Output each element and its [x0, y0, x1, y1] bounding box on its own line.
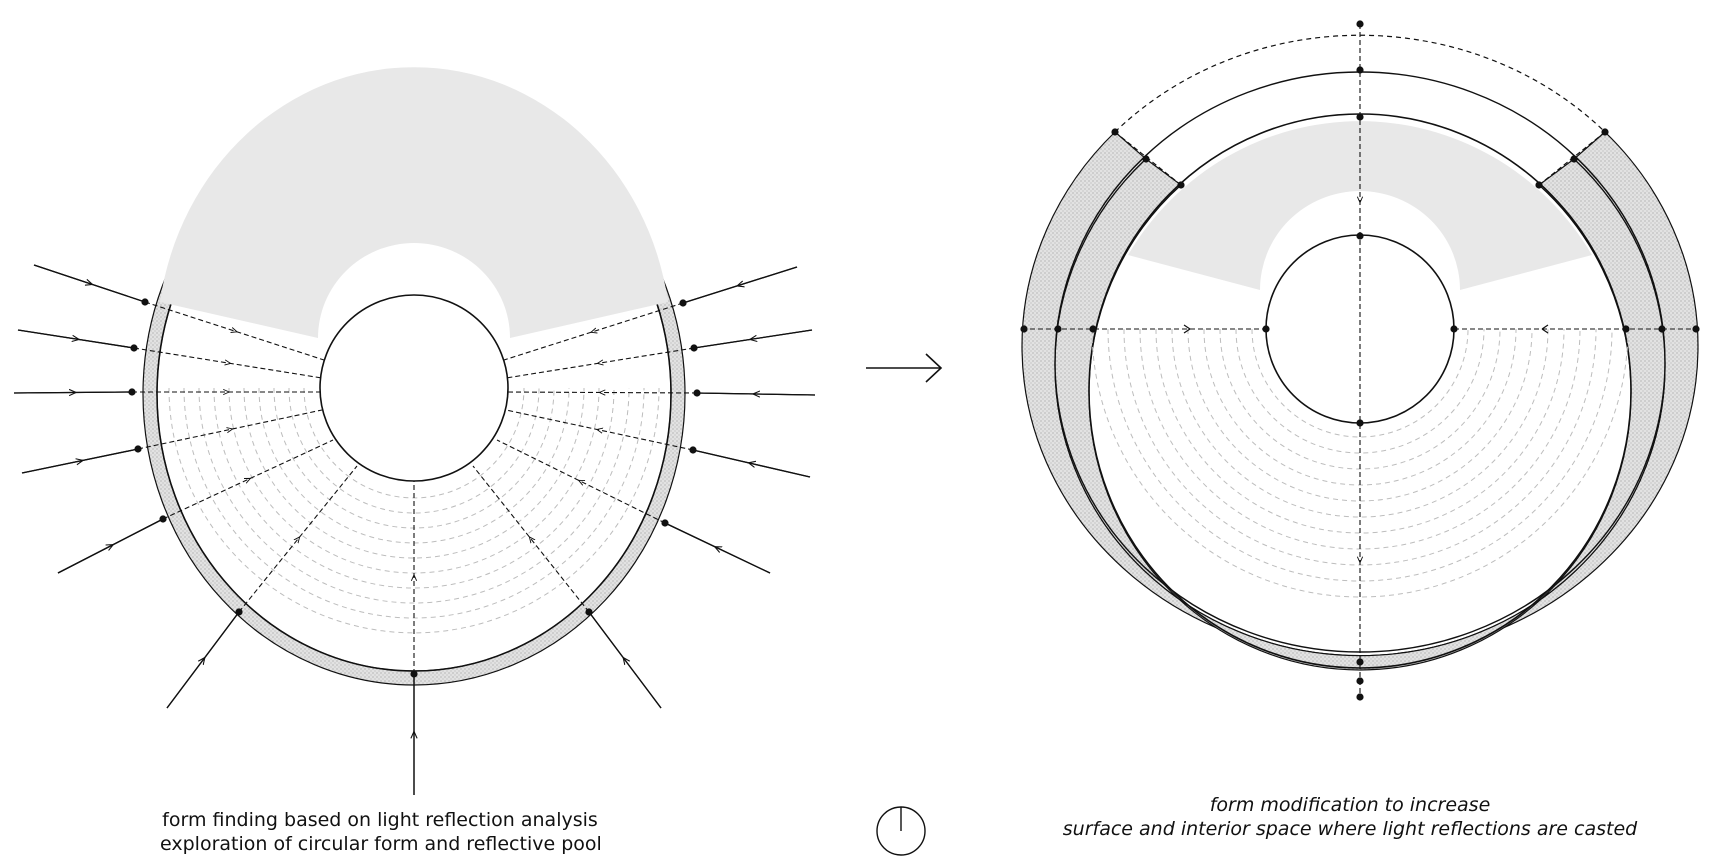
reflection-point	[141, 298, 149, 306]
guide-circle	[1107, 328, 1613, 582]
left-light-rays	[13, 264, 816, 795]
incoming-ray-arrow	[664, 522, 771, 574]
reflected-ray	[505, 409, 694, 451]
node-point	[1356, 677, 1364, 685]
node-point	[1089, 325, 1097, 333]
incoming-ray-arrow	[13, 392, 133, 393]
node-point	[1356, 113, 1364, 121]
incoming-ray-arrow	[696, 393, 816, 395]
reflection-point	[128, 388, 136, 396]
guide-circle	[1171, 328, 1549, 518]
incoming-ray-arrow	[166, 611, 240, 709]
node-point	[1356, 232, 1364, 240]
right-caption-line2: surface and interior space where light r…	[1062, 818, 1638, 840]
right-caption-line1: form modification to increase	[1209, 794, 1491, 816]
north-symbol-icon	[876, 806, 926, 856]
guide-circle	[213, 387, 615, 589]
node-point	[1535, 181, 1543, 189]
reflected-ray	[238, 465, 358, 613]
node-point	[1356, 20, 1364, 28]
left-central-pool	[319, 294, 509, 482]
reflected-ray	[133, 347, 323, 379]
incoming-ray-arrow	[588, 611, 662, 709]
left-caption-line1: form finding based on light reflection a…	[162, 809, 598, 831]
right-axes	[1020, 20, 1700, 701]
guide-circle	[288, 387, 540, 514]
incoming-ray-arrow	[682, 266, 798, 304]
reflected-ray	[162, 439, 334, 520]
node-point	[1177, 181, 1185, 189]
axis-arrow-left	[1183, 324, 1191, 334]
reflected-ray	[137, 409, 323, 450]
reflected-ray	[496, 439, 666, 524]
incoming-ray-arrow	[21, 448, 139, 474]
reflected-ray	[505, 347, 695, 379]
right-arrow-icon	[866, 353, 943, 383]
reflection-point	[690, 344, 698, 352]
node-point	[1658, 325, 1666, 333]
guide-circle	[198, 387, 630, 604]
guide-circle	[1251, 328, 1469, 438]
right-dashed-arc	[1114, 34, 1606, 133]
reflection-point	[661, 519, 669, 527]
left-caption: form finding based on light reflection a…	[160, 808, 602, 856]
node-point	[1356, 658, 1364, 666]
right-inner-wall	[1054, 158, 1666, 671]
reflection-point	[130, 344, 138, 352]
incoming-ray-arrow	[693, 329, 813, 349]
reflection-point	[693, 389, 701, 397]
node-point	[1111, 128, 1119, 136]
reflected-ray	[144, 301, 325, 361]
left-diagram	[13, 67, 816, 795]
node-point	[1450, 325, 1458, 333]
reflection-point	[689, 446, 697, 454]
axis-arrow-right	[1541, 324, 1549, 334]
incoming-ray-arrow	[692, 449, 811, 478]
reflection-point	[585, 608, 593, 616]
guide-circle	[1155, 328, 1565, 534]
node-point	[1142, 155, 1150, 163]
reflection-point	[159, 515, 167, 523]
reflected-ray	[503, 302, 684, 361]
right-reflection-shade	[1128, 121, 1592, 290]
reflection-point	[410, 670, 418, 678]
guide-circle	[243, 387, 585, 559]
node-point	[1262, 325, 1270, 333]
left-caption-line2: exploration of circular form and reflect…	[160, 833, 602, 855]
node-point	[1356, 693, 1364, 701]
node-point	[1054, 325, 1062, 333]
node-point	[1020, 325, 1028, 333]
reflected-ray	[506, 392, 698, 393]
incoming-ray-arrow	[17, 329, 135, 349]
node-point	[1692, 325, 1700, 333]
reflection-point	[235, 608, 243, 616]
incoming-ray-arrow	[33, 264, 146, 303]
incoming-ray-arrow	[57, 518, 164, 574]
node-point	[1601, 128, 1609, 136]
node-point	[1356, 419, 1364, 427]
node-point	[1570, 155, 1578, 163]
node-point	[1356, 66, 1364, 74]
left-reflection-shade	[160, 67, 668, 338]
reflection-point	[679, 299, 687, 307]
node-point	[1622, 325, 1630, 333]
right-caption: form modification to increase surface an…	[1050, 793, 1650, 841]
guide-circle	[1235, 328, 1485, 454]
reflection-point	[134, 445, 142, 453]
right-diagram	[1020, 20, 1700, 701]
reflected-ray	[472, 465, 590, 613]
guide-circle	[168, 387, 660, 634]
